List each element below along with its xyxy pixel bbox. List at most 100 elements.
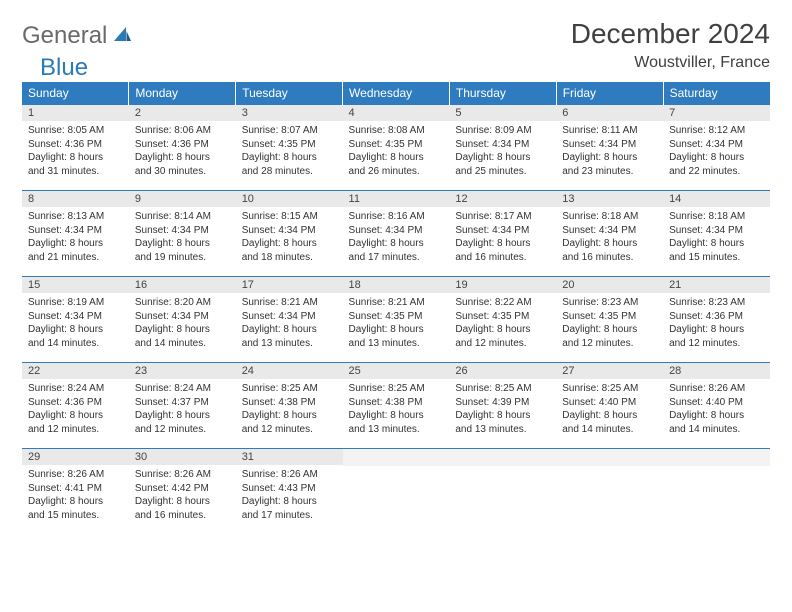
- daylight-text-2: and 14 minutes.: [28, 337, 123, 351]
- daylight-text-2: and 13 minutes.: [349, 423, 444, 437]
- day-number-empty: [556, 449, 663, 466]
- daylight-text-2: and 30 minutes.: [135, 165, 230, 179]
- sunrise-text: Sunrise: 8:23 AM: [562, 296, 657, 310]
- calendar-day-cell: 7Sunrise: 8:12 AMSunset: 4:34 PMDaylight…: [663, 105, 770, 191]
- sunset-text: Sunset: 4:34 PM: [28, 224, 123, 238]
- daylight-text-1: Daylight: 8 hours: [28, 409, 123, 423]
- calendar-day-cell: 24Sunrise: 8:25 AMSunset: 4:38 PMDayligh…: [236, 363, 343, 449]
- daylight-text-2: and 17 minutes.: [349, 251, 444, 265]
- sunrise-text: Sunrise: 8:26 AM: [28, 468, 123, 482]
- day-body: Sunrise: 8:24 AMSunset: 4:37 PMDaylight:…: [129, 379, 236, 440]
- sunrise-text: Sunrise: 8:09 AM: [455, 124, 550, 138]
- day-number: 19: [449, 277, 556, 293]
- daylight-text-2: and 16 minutes.: [455, 251, 550, 265]
- daylight-text-1: Daylight: 8 hours: [349, 323, 444, 337]
- day-number: 12: [449, 191, 556, 207]
- sunrise-text: Sunrise: 8:20 AM: [135, 296, 230, 310]
- day-header: Wednesday: [343, 82, 450, 105]
- day-body: Sunrise: 8:26 AMSunset: 4:43 PMDaylight:…: [236, 465, 343, 526]
- logo-text-general: General: [22, 22, 107, 50]
- calendar-day-cell: 10Sunrise: 8:15 AMSunset: 4:34 PMDayligh…: [236, 191, 343, 277]
- daylight-text-2: and 26 minutes.: [349, 165, 444, 179]
- daylight-text-1: Daylight: 8 hours: [242, 151, 337, 165]
- sunset-text: Sunset: 4:36 PM: [28, 138, 123, 152]
- sunrise-text: Sunrise: 8:13 AM: [28, 210, 123, 224]
- day-body: Sunrise: 8:15 AMSunset: 4:34 PMDaylight:…: [236, 207, 343, 268]
- daylight-text-2: and 14 minutes.: [135, 337, 230, 351]
- sunrise-text: Sunrise: 8:25 AM: [349, 382, 444, 396]
- daylight-text-1: Daylight: 8 hours: [349, 151, 444, 165]
- daylight-text-2: and 18 minutes.: [242, 251, 337, 265]
- day-number: 18: [343, 277, 450, 293]
- sunrise-text: Sunrise: 8:23 AM: [669, 296, 764, 310]
- day-header: Sunday: [22, 82, 129, 105]
- day-body: Sunrise: 8:25 AMSunset: 4:40 PMDaylight:…: [556, 379, 663, 440]
- sunset-text: Sunset: 4:43 PM: [242, 482, 337, 496]
- day-header: Thursday: [449, 82, 556, 105]
- page-title: December 2024: [571, 18, 770, 50]
- logo: General: [22, 22, 134, 50]
- sunrise-text: Sunrise: 8:24 AM: [28, 382, 123, 396]
- daylight-text-1: Daylight: 8 hours: [562, 151, 657, 165]
- calendar-day-cell: 20Sunrise: 8:23 AMSunset: 4:35 PMDayligh…: [556, 277, 663, 363]
- sunset-text: Sunset: 4:36 PM: [135, 138, 230, 152]
- sunset-text: Sunset: 4:38 PM: [349, 396, 444, 410]
- day-body: Sunrise: 8:18 AMSunset: 4:34 PMDaylight:…: [663, 207, 770, 268]
- daylight-text-2: and 12 minutes.: [242, 423, 337, 437]
- calendar-day-cell: [343, 449, 450, 535]
- daylight-text-2: and 13 minutes.: [349, 337, 444, 351]
- day-body: Sunrise: 8:25 AMSunset: 4:38 PMDaylight:…: [236, 379, 343, 440]
- day-number-empty: [663, 449, 770, 466]
- day-number: 10: [236, 191, 343, 207]
- day-number: 24: [236, 363, 343, 379]
- day-number-empty: [343, 449, 450, 466]
- sunrise-text: Sunrise: 8:22 AM: [455, 296, 550, 310]
- day-number: 14: [663, 191, 770, 207]
- day-number: 8: [22, 191, 129, 207]
- daylight-text-2: and 12 minutes.: [562, 337, 657, 351]
- sunrise-text: Sunrise: 8:26 AM: [242, 468, 337, 482]
- calendar-day-cell: 18Sunrise: 8:21 AMSunset: 4:35 PMDayligh…: [343, 277, 450, 363]
- sunset-text: Sunset: 4:35 PM: [349, 310, 444, 324]
- daylight-text-1: Daylight: 8 hours: [135, 409, 230, 423]
- day-number: 9: [129, 191, 236, 207]
- sunrise-text: Sunrise: 8:21 AM: [242, 296, 337, 310]
- day-body: Sunrise: 8:26 AMSunset: 4:40 PMDaylight:…: [663, 379, 770, 440]
- day-body: Sunrise: 8:09 AMSunset: 4:34 PMDaylight:…: [449, 121, 556, 182]
- sunset-text: Sunset: 4:34 PM: [135, 224, 230, 238]
- sunset-text: Sunset: 4:37 PM: [135, 396, 230, 410]
- sunset-text: Sunset: 4:34 PM: [242, 224, 337, 238]
- logo-sail-icon: [112, 22, 132, 50]
- daylight-text-2: and 15 minutes.: [669, 251, 764, 265]
- day-number: 31: [236, 449, 343, 465]
- daylight-text-2: and 13 minutes.: [242, 337, 337, 351]
- sunrise-text: Sunrise: 8:15 AM: [242, 210, 337, 224]
- day-number: 25: [343, 363, 450, 379]
- daylight-text-2: and 23 minutes.: [562, 165, 657, 179]
- daylight-text-1: Daylight: 8 hours: [562, 409, 657, 423]
- calendar-week-row: 15Sunrise: 8:19 AMSunset: 4:34 PMDayligh…: [22, 277, 770, 363]
- daylight-text-1: Daylight: 8 hours: [455, 237, 550, 251]
- calendar-day-cell: 17Sunrise: 8:21 AMSunset: 4:34 PMDayligh…: [236, 277, 343, 363]
- calendar-table: SundayMondayTuesdayWednesdayThursdayFrid…: [22, 82, 770, 535]
- daylight-text-1: Daylight: 8 hours: [242, 237, 337, 251]
- day-number: 16: [129, 277, 236, 293]
- sunset-text: Sunset: 4:40 PM: [562, 396, 657, 410]
- daylight-text-2: and 12 minutes.: [28, 423, 123, 437]
- daylight-text-1: Daylight: 8 hours: [28, 323, 123, 337]
- sunrise-text: Sunrise: 8:12 AM: [669, 124, 764, 138]
- day-body: Sunrise: 8:21 AMSunset: 4:34 PMDaylight:…: [236, 293, 343, 354]
- sunset-text: Sunset: 4:42 PM: [135, 482, 230, 496]
- sunset-text: Sunset: 4:41 PM: [28, 482, 123, 496]
- daylight-text-1: Daylight: 8 hours: [349, 237, 444, 251]
- sunset-text: Sunset: 4:34 PM: [669, 138, 764, 152]
- sunrise-text: Sunrise: 8:08 AM: [349, 124, 444, 138]
- calendar-week-row: 29Sunrise: 8:26 AMSunset: 4:41 PMDayligh…: [22, 449, 770, 535]
- daylight-text-2: and 25 minutes.: [455, 165, 550, 179]
- sunrise-text: Sunrise: 8:14 AM: [135, 210, 230, 224]
- sunrise-text: Sunrise: 8:25 AM: [455, 382, 550, 396]
- sunrise-text: Sunrise: 8:17 AM: [455, 210, 550, 224]
- day-number: 15: [22, 277, 129, 293]
- calendar-week-row: 1Sunrise: 8:05 AMSunset: 4:36 PMDaylight…: [22, 105, 770, 191]
- sunrise-text: Sunrise: 8:05 AM: [28, 124, 123, 138]
